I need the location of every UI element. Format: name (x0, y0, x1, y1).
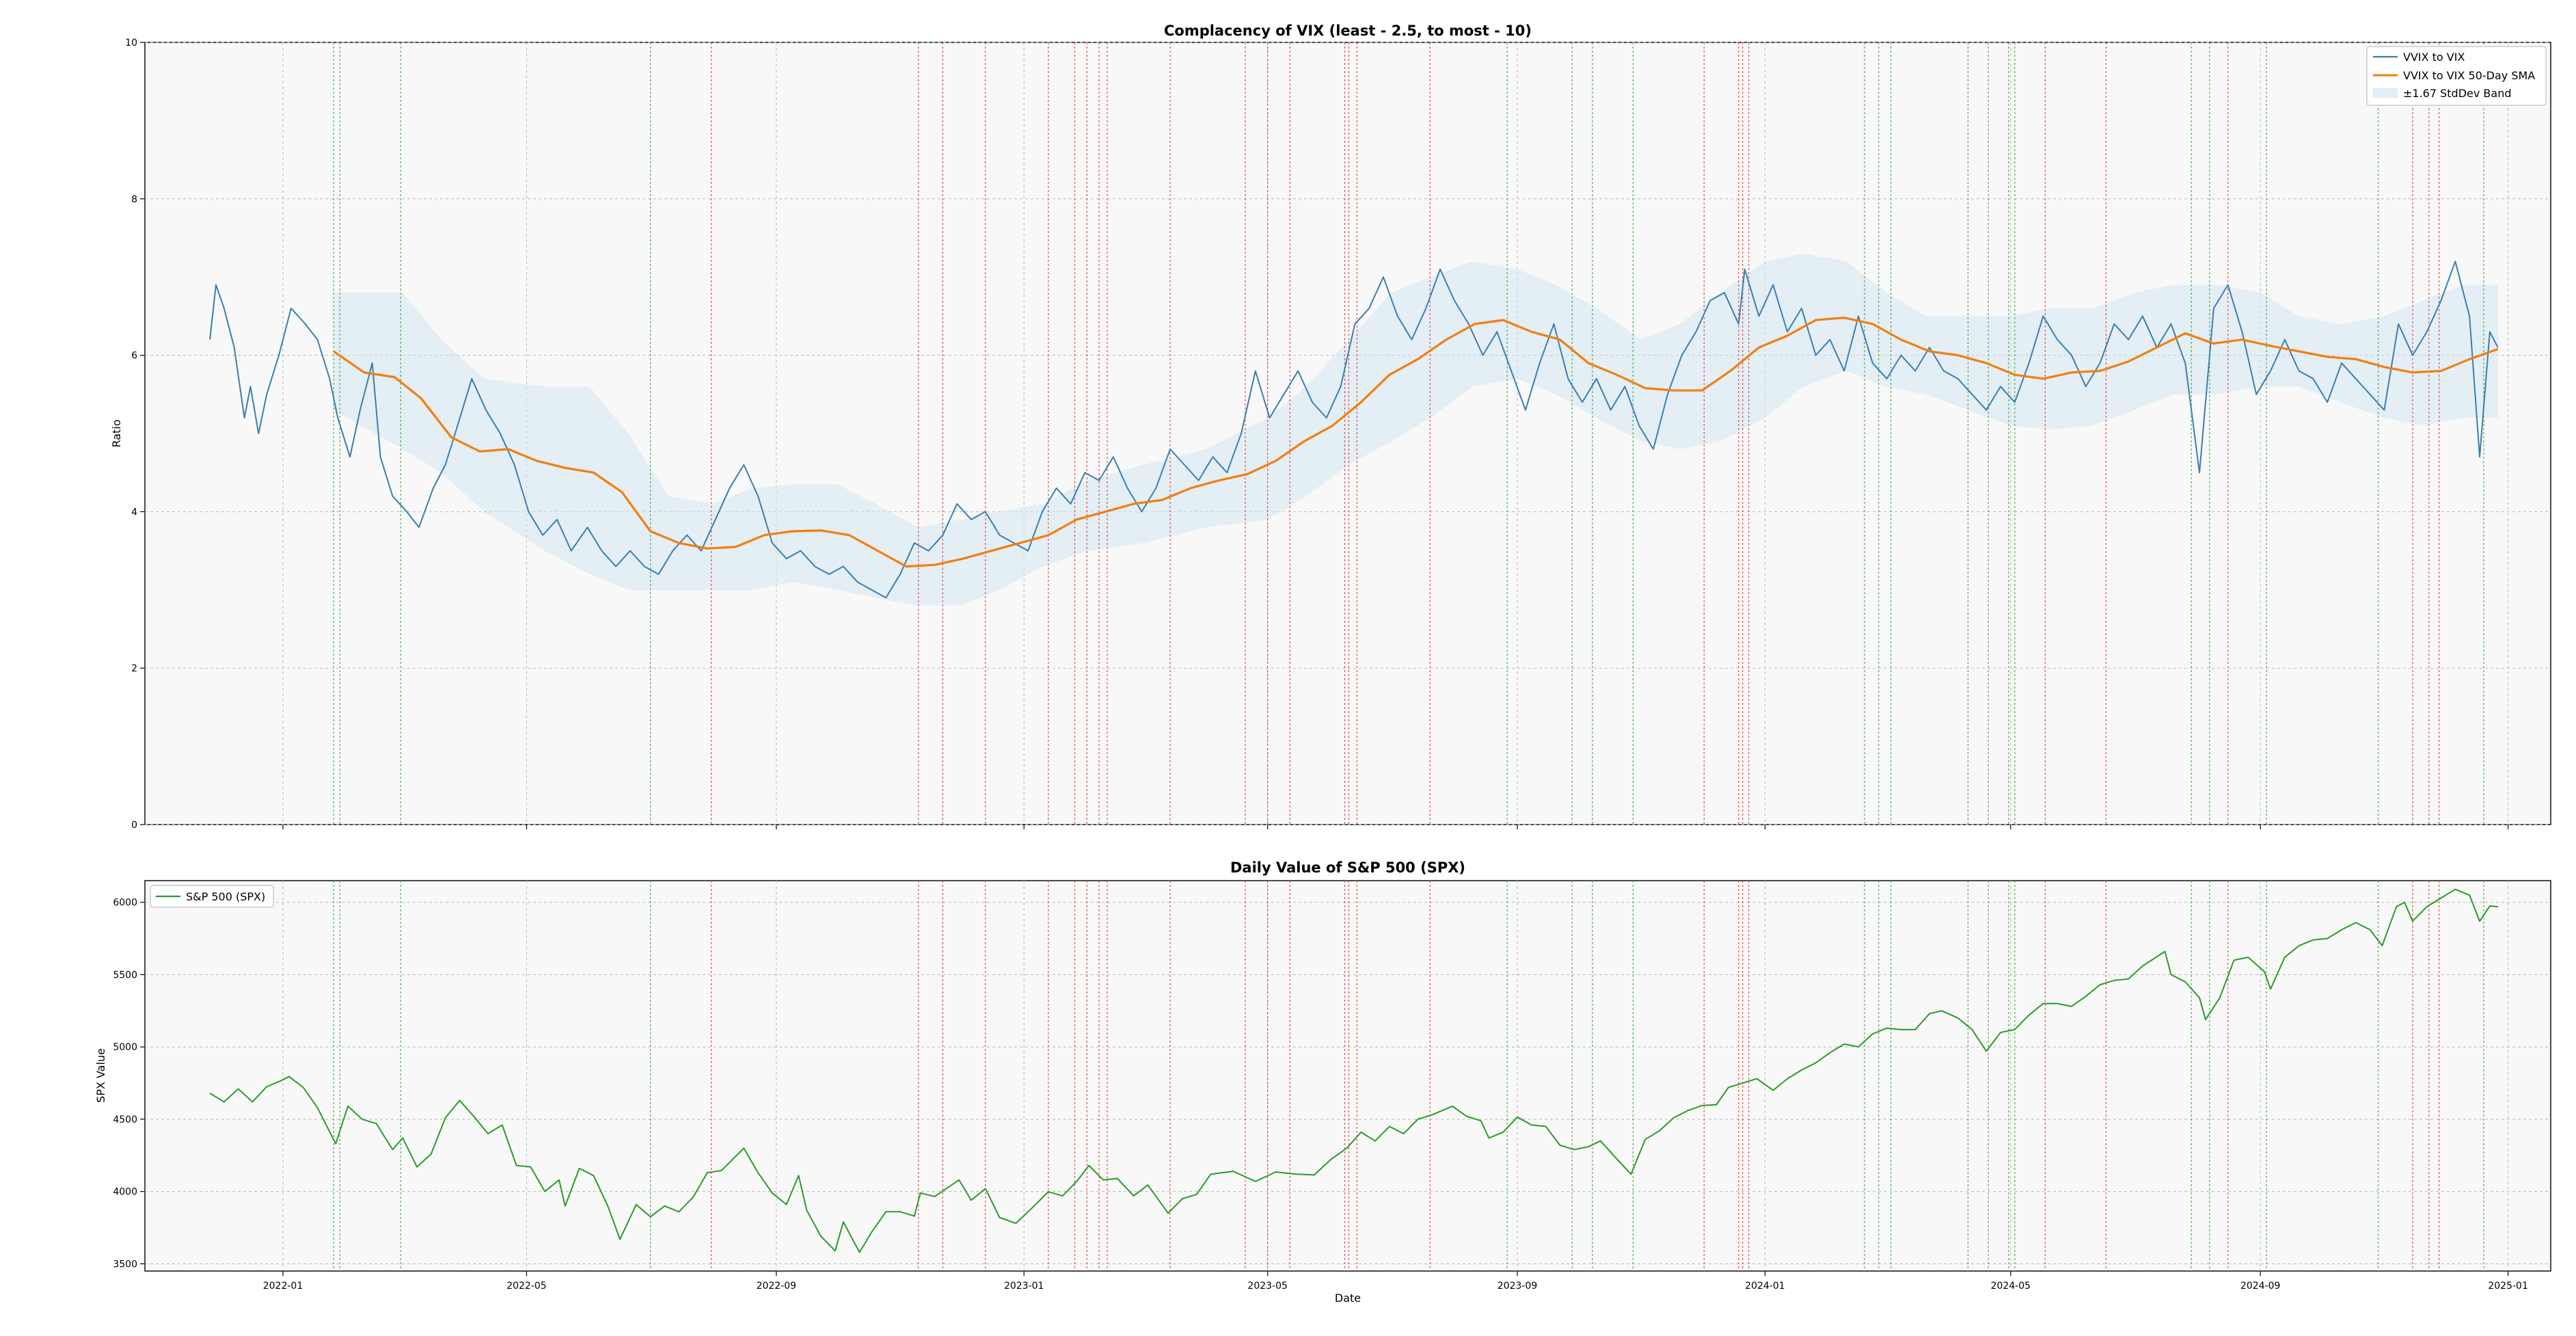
y-tick-label: 6000 (113, 898, 137, 909)
series-vvix-to-vix (209, 260, 2499, 599)
vvix-vix-std-band (334, 253, 2498, 606)
spx-plot-area (144, 880, 2551, 1272)
spx-series (209, 888, 2498, 1253)
spx-y-ticks: 3500 4000 4500 5000 5500 6000 (113, 898, 145, 1270)
x-tick-label: 2022-09 (757, 1281, 797, 1292)
spx-x-ticks: 2022-01 2022-05 2022-09 2023-01 2023-05 2023-… (263, 1271, 2528, 1292)
spx-x-axis-label: Date (1335, 1292, 1361, 1305)
x-tick-label: 2023-01 (1004, 1281, 1044, 1292)
spx-signal-lines (333, 881, 2484, 1271)
y-tick-label: 2 (131, 663, 137, 674)
series-vvix-to-vix-50-day-sma (333, 317, 2499, 568)
x-tick-label: 2022-01 (263, 1281, 303, 1292)
x-tick-label: 2023-09 (1497, 1281, 1538, 1292)
vvix-vix-series (209, 260, 2499, 599)
vvix-vix-signal-lines (333, 42, 2484, 825)
spx-y-axis-label: SPX Value (94, 1048, 107, 1103)
legend-frame (150, 885, 274, 908)
vvix-vix-x-ticks (282, 825, 2509, 829)
series-1-67-stddev-band (334, 253, 2498, 606)
y-tick-label: 10 (125, 38, 137, 49)
x-tick-label: 2024-01 (1745, 1281, 1785, 1292)
vvix-vix-y-axis-label: Ratio (110, 419, 123, 447)
vvix-vix-panel: 0 2 4 6 8 10 Complacency of VIX (least - 2.5,… (110, 23, 2551, 831)
y-tick-label: 3500 (113, 1259, 137, 1270)
vvix-vix-title: Complacency of VIX (least - 2.5, to most… (1164, 23, 1532, 39)
x-tick-label: 2023-05 (1247, 1281, 1288, 1292)
vvix-vix-y-ticks: 0 2 4 6 8 10 (125, 38, 145, 831)
spx-title: Daily Value of S&P 500 (SPX) (1230, 859, 1465, 876)
y-tick-label: 4000 (113, 1187, 137, 1198)
y-tick-label: 5500 (113, 970, 137, 980)
y-tick-label: 5000 (113, 1042, 137, 1053)
legend-frame (2366, 46, 2547, 106)
spx-legend: S&P 500 (SPX) (150, 885, 274, 908)
legend-label-sma: VVIX to VIX 50-Day SMA (2403, 69, 2535, 82)
spx-gridlines (145, 881, 2551, 1271)
x-tick-label: 2022-05 (506, 1281, 547, 1292)
y-tick-label: 4500 (113, 1114, 137, 1125)
x-tick-label: 2025-01 (2488, 1281, 2528, 1292)
vvix-vix-legend: VVIX to VIX VVIX to VIX 50-Day SMA ±1.67… (2366, 46, 2547, 106)
x-tick-label: 2024-05 (1991, 1281, 2031, 1292)
y-tick-label: 4 (131, 507, 137, 518)
legend-label-vvix: VVIX to VIX (2403, 51, 2465, 64)
legend-label-spx: S&P 500 (SPX) (186, 890, 265, 903)
legend-label-band: ±1.67 StdDev Band (2403, 87, 2512, 100)
legend-swatch-band (2373, 88, 2398, 98)
series-s-p-500-spx (209, 888, 2498, 1253)
y-tick-label: 0 (131, 820, 137, 831)
y-tick-label: 8 (131, 194, 137, 205)
y-tick-label: 6 (131, 351, 137, 362)
x-tick-label: 2024-09 (2240, 1281, 2281, 1292)
